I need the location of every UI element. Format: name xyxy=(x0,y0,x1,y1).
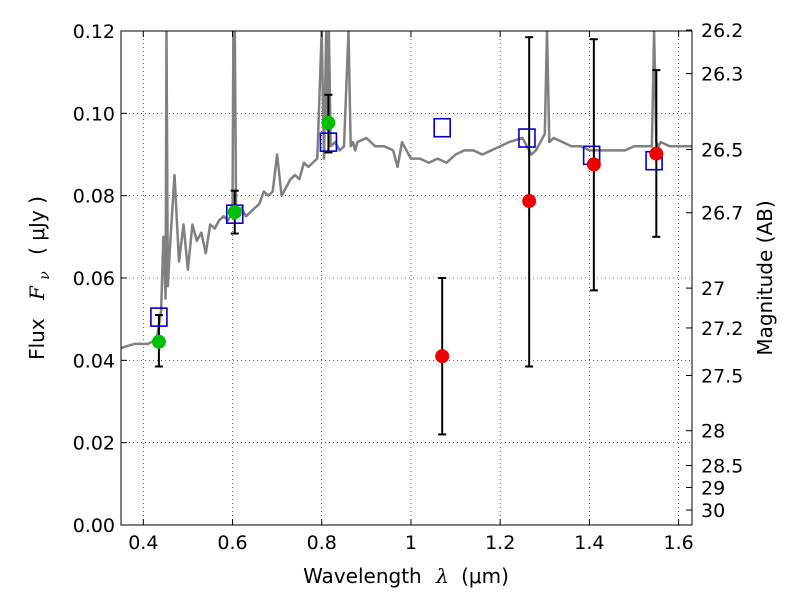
mag-tick-label: 27.5 xyxy=(701,366,743,388)
magnitude-axis-label: Magnitude (AB) xyxy=(753,200,777,355)
detection-point xyxy=(227,205,242,220)
mag-tick-label: 26.7 xyxy=(701,203,743,225)
measured-points xyxy=(151,115,664,364)
x-tick-label: 1 xyxy=(405,532,417,554)
upper-limit-point xyxy=(649,146,664,161)
x-tick-label: 1.2 xyxy=(485,532,515,554)
y-tick-label: 0.00 xyxy=(73,515,115,537)
mag-tick-label: 26.5 xyxy=(701,140,743,162)
mag-tick-label: 27 xyxy=(701,278,725,300)
model-point xyxy=(433,117,451,138)
y-tick-label: 0.04 xyxy=(73,350,115,372)
axis-ticks: 0.4 0.6 0.8 1 1.2 1.4 1.6 0.00 0.02 0.04 0.06 0.08 0… xyxy=(73,20,744,554)
upper-limit-point xyxy=(522,194,537,209)
y-axis-label: Flux F ν ( μJy ) xyxy=(25,196,54,360)
spectrum-series xyxy=(121,31,692,350)
x-tick-label: 0.8 xyxy=(307,532,337,554)
x-tick-label: 0.6 xyxy=(217,532,247,554)
mag-tick-label: 30 xyxy=(701,500,725,522)
x-tick-label: 1.6 xyxy=(664,532,694,554)
spectrum-line xyxy=(121,31,692,350)
y-tick-label: 0.06 xyxy=(73,268,115,290)
detection-point xyxy=(321,115,336,130)
grid xyxy=(121,30,692,526)
y-tick-label: 0.08 xyxy=(73,186,115,208)
model-point xyxy=(319,132,338,152)
upper-limit-point xyxy=(586,157,601,172)
model-point xyxy=(150,307,168,327)
mag-tick-label: 29 xyxy=(701,477,725,499)
mag-tick-label: 26.3 xyxy=(701,64,743,86)
x-tick-label: 1.4 xyxy=(574,532,604,554)
x-axis-label: Wavelength λ (μm) xyxy=(303,564,509,588)
y-tick-label: 0.12 xyxy=(73,21,115,43)
model-point xyxy=(518,128,536,148)
error-bars xyxy=(154,36,661,436)
mag-tick-label: 28 xyxy=(701,421,725,443)
upper-limit-point xyxy=(435,349,450,364)
mag-tick-label: 28.5 xyxy=(701,455,743,477)
y-tick-label: 0.10 xyxy=(73,103,115,125)
plot-frame xyxy=(120,30,693,526)
x-tick-label: 0.4 xyxy=(128,532,158,554)
detection-point xyxy=(151,334,166,349)
mag-tick-label: 26.2 xyxy=(701,20,743,42)
y-tick-label: 0.02 xyxy=(73,433,115,455)
mag-tick-label: 27.2 xyxy=(701,318,743,340)
